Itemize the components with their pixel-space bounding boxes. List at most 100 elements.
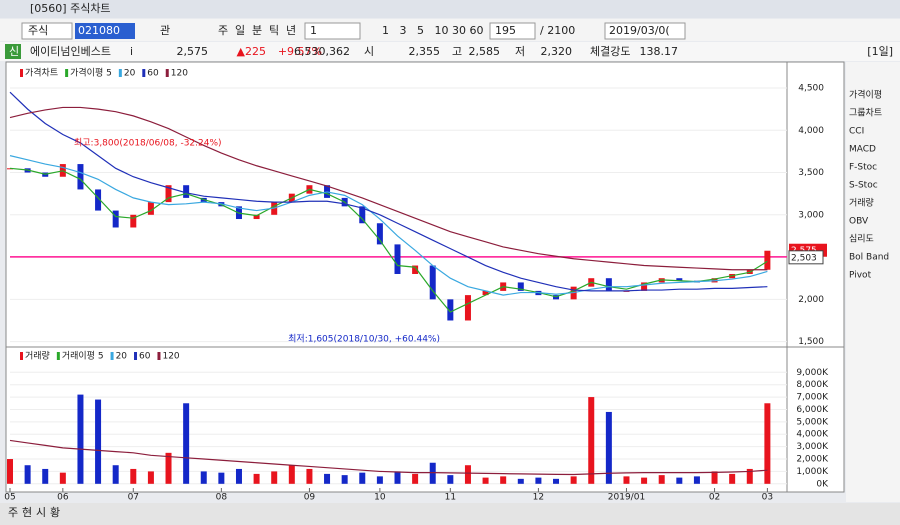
volume-bar <box>324 473 331 484</box>
indicator-button[interactable]: Pivot <box>849 271 872 281</box>
volume-bar <box>130 468 137 484</box>
stock-name: 에이티넘인베스트 <box>30 45 111 58</box>
volume-bar <box>95 399 102 484</box>
low: 2,320 <box>541 45 573 58</box>
indicator-button[interactable]: 심리도 <box>849 234 874 245</box>
interval-button[interactable]: 60 <box>470 24 484 37</box>
y-tick-label: 3,000K <box>796 442 829 452</box>
volume-bar <box>359 472 366 484</box>
candle <box>112 210 119 228</box>
candle <box>147 202 154 215</box>
candle <box>517 282 524 291</box>
volume-bar <box>447 475 454 484</box>
legend-swatch <box>118 69 122 77</box>
interval-button[interactable]: 30 <box>452 24 466 37</box>
count: 195 <box>495 24 516 37</box>
indicator-button[interactable]: OBV <box>849 217 869 227</box>
change: ▲225 <box>237 45 266 58</box>
y-tick-label: 6,000K <box>796 405 829 415</box>
legend-label: 60 <box>147 69 159 79</box>
interval-select[interactable] <box>304 22 361 40</box>
volume-bar <box>24 465 31 484</box>
volume-bar <box>288 465 295 484</box>
market-select[interactable] <box>21 22 73 40</box>
date-input[interactable] <box>604 22 686 40</box>
volume-bar <box>7 459 13 484</box>
volume-bar <box>235 468 242 484</box>
indicator-button[interactable]: CCI <box>849 127 864 137</box>
volume-bar <box>165 452 172 484</box>
x-tick-label: 03 <box>762 493 773 503</box>
interval-button[interactable]: 10 <box>435 24 449 37</box>
volume-bar <box>658 475 665 484</box>
volume-bar <box>183 403 190 484</box>
x-tick-label: 09 <box>304 493 316 503</box>
low-label: 저 <box>515 45 525 58</box>
y-tick-label: 8,000K <box>796 380 829 390</box>
strength: 138.17 <box>640 45 679 58</box>
candle <box>130 214 137 228</box>
window-title: [0560] 주식차트 <box>30 2 111 15</box>
legend-label: 120 <box>162 352 179 362</box>
legend-label: 가격차트 <box>25 67 58 79</box>
indicator-button[interactable]: 가격이평 <box>849 89 882 101</box>
x-tick-label: 2019/01 <box>608 493 645 503</box>
interval-button[interactable]: 5 <box>417 24 424 37</box>
volume-bar <box>147 471 154 484</box>
date: 2019/03/0( <box>609 24 670 37</box>
period-button[interactable]: 틱 <box>269 24 279 37</box>
volume-bar <box>112 465 119 484</box>
x-tick-label: 10 <box>374 493 386 503</box>
legend-label: 20 <box>124 69 136 79</box>
indicator-button[interactable]: 그룹차트 <box>849 107 882 119</box>
volume-bar <box>464 465 471 484</box>
high-annotation: 최고:3,800(2018/06/08, -32.24%) <box>74 138 222 149</box>
volume-bar <box>500 476 507 484</box>
volume-bar <box>605 411 612 484</box>
badge: 신 <box>9 45 19 58</box>
candle <box>464 295 471 321</box>
x-tick-label: 12 <box>533 493 544 503</box>
candle <box>429 265 436 300</box>
count-input[interactable] <box>489 22 536 40</box>
interval-button[interactable]: 3 <box>400 24 407 37</box>
candle <box>165 185 172 203</box>
indicator-button[interactable]: MACD <box>849 145 876 155</box>
volume-bar <box>570 476 577 484</box>
indicator-button[interactable]: 거래량 <box>849 197 874 209</box>
y-tick-label: 5,000K <box>796 417 829 427</box>
code-input[interactable] <box>75 23 135 39</box>
legend-label: 20 <box>116 352 128 362</box>
title-bar <box>0 0 900 18</box>
candle <box>253 214 260 220</box>
bottom-tab[interactable]: 황 <box>50 506 60 519</box>
x-tick-label: 11 <box>445 493 456 503</box>
legend-label: 120 <box>171 69 188 79</box>
x-tick-label: 07 <box>128 493 139 503</box>
period-button[interactable]: 주 <box>218 24 228 37</box>
volume-bar <box>746 468 753 484</box>
period-button[interactable]: 일 <box>235 23 245 37</box>
candle <box>482 290 489 296</box>
candle <box>376 223 383 245</box>
bottom-tab[interactable]: 시 <box>36 506 46 519</box>
indicator-button[interactable]: S-Stoc <box>849 181 878 191</box>
period-button[interactable]: 분 <box>252 24 262 37</box>
bottom-tab[interactable]: 주 <box>8 506 18 519</box>
indicator-button[interactable]: F-Stoc <box>849 163 877 173</box>
period-button[interactable]: 년 <box>286 24 296 37</box>
y-tick-label: 4,500 <box>798 83 824 93</box>
open-label: 시 <box>364 45 374 58</box>
bottom-tab[interactable]: 현 <box>22 506 32 519</box>
watch-button[interactable]: 관 <box>160 24 170 37</box>
volume-bar <box>623 476 630 484</box>
change-rate: +9.57% <box>278 45 322 58</box>
interval-button[interactable]: 1 <box>382 24 389 37</box>
high-label: 고 <box>452 45 462 58</box>
hline-label: 2,503 <box>791 253 817 263</box>
info-button[interactable]: i <box>130 45 133 58</box>
indicator-button[interactable]: Bol Band <box>849 253 889 263</box>
volume-bar <box>306 468 313 484</box>
volume-bar <box>764 403 771 484</box>
total: / 2100 <box>540 24 575 37</box>
